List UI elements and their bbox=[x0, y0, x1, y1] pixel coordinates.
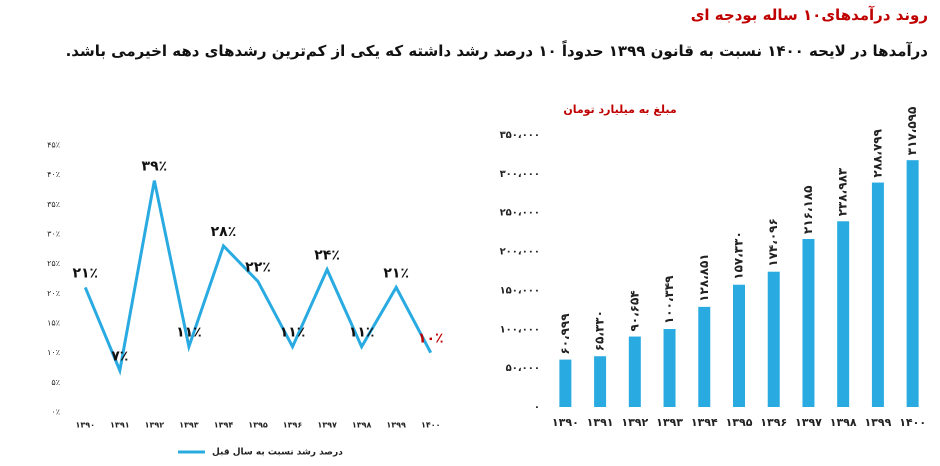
value-label: ۹۰،۶۵۴ bbox=[627, 290, 641, 331]
x-tick-label: ۱۳۹۰ bbox=[76, 421, 96, 430]
x-tick-label: ۱۳۹۸ bbox=[830, 416, 857, 429]
y-tick-label: ۲۵٪ bbox=[47, 259, 60, 268]
y-tick-label: ۱۵٪ bbox=[47, 319, 60, 328]
y-tick-label: ۵۰،۰۰۰ bbox=[506, 363, 540, 374]
y-tick-label: ۲۰٪ bbox=[47, 289, 60, 298]
bar bbox=[559, 359, 572, 407]
x-tick-label: ۱۳۹۴ bbox=[691, 416, 718, 429]
x-tick-label: ۱۳۹۹ bbox=[864, 416, 891, 429]
value-label: ۲۱۶،۱۸۵ bbox=[801, 185, 815, 234]
value-label: ۱۰۰،۳۴۹ bbox=[662, 275, 676, 324]
value-label: ۳۱۷،۵۹۵ bbox=[905, 107, 919, 156]
x-tick-label: ۱۳۹۵ bbox=[248, 421, 268, 430]
line bbox=[83, 180, 433, 376]
bar bbox=[767, 271, 780, 407]
value-label: ۱۱٪ bbox=[176, 325, 202, 341]
value-label: ۶۰،۹۹۹ bbox=[558, 313, 572, 355]
x-tick-label: ۱۳۹۸ bbox=[352, 421, 372, 430]
y-tick-label: ۱۰۰،۰۰۰ bbox=[500, 324, 540, 335]
slide-title: روند درآمدهای۱۰ ساله بودجه ای bbox=[690, 6, 928, 24]
x-tick-label: ۱۳۹۰ bbox=[552, 416, 579, 429]
y-tick-label: ۲۰۰،۰۰۰ bbox=[500, 247, 540, 258]
x-tick-label: ۱۳۹۹ bbox=[386, 421, 406, 430]
value-label: ۲۱٪ bbox=[383, 265, 409, 281]
x-tick-label: ۱۳۹۲ bbox=[145, 421, 165, 430]
value-label: ۱۱٪ bbox=[349, 325, 375, 341]
value-label: ۲۳۸،۹۸۳ bbox=[836, 167, 850, 216]
value-label: ۱۵۷،۳۳۰ bbox=[732, 231, 746, 280]
value-label: ۲۸۸،۷۹۹ bbox=[870, 128, 884, 177]
bar bbox=[698, 306, 711, 407]
x-tick-label: ۱۳۹۶ bbox=[760, 416, 787, 429]
y-tick-label: ۳۵۰،۰۰۰ bbox=[500, 130, 540, 141]
value-label: ۷٪ bbox=[111, 348, 128, 364]
y-tick-label: ۴۵٪ bbox=[47, 141, 60, 150]
value-label: ۱۷۴،۰۹۶ bbox=[766, 218, 780, 267]
value-label: ۲۲٪ bbox=[245, 259, 271, 275]
bar bbox=[594, 356, 607, 407]
value-label: ۶۵،۳۳۰ bbox=[593, 310, 607, 351]
bar bbox=[733, 284, 745, 407]
x-tick-label: ۱۳۹۱ bbox=[110, 421, 130, 430]
y-tick-label: ۰٪ bbox=[51, 408, 60, 417]
x-tick-label: ۱۳۹۶ bbox=[283, 421, 303, 430]
x-tick-label: ۱۴۰۰ bbox=[899, 416, 926, 429]
x-tick-label: ۱۳۹۲ bbox=[621, 416, 648, 429]
chart-title: مبلغ به میلیارد تومان bbox=[563, 103, 676, 116]
y-tick-label: ۳۰۰،۰۰۰ bbox=[500, 169, 540, 180]
y-tick-label: ۱۰٪ bbox=[47, 348, 60, 357]
y-tick-label: ۳۰٪ bbox=[47, 230, 60, 239]
value-label: ۱۲۸،۸۵۱ bbox=[697, 253, 711, 302]
y-tick-label: ۳۵٪ bbox=[47, 200, 60, 209]
bar bbox=[837, 221, 850, 407]
value-label: ۱۱٪ bbox=[280, 325, 306, 341]
x-tick-label: ۱۳۹۷ bbox=[317, 421, 337, 430]
y-tick-label: ۴۰٪ bbox=[47, 170, 60, 179]
value-label: ۳۹٪ bbox=[142, 159, 168, 175]
y-tick-label: ۲۵۰،۰۰۰ bbox=[500, 208, 540, 219]
value-label: ۲۱٪ bbox=[72, 265, 98, 281]
bar bbox=[871, 182, 884, 407]
x-tick-label: ۱۳۹۳ bbox=[179, 421, 199, 430]
x-tick-label: ۱۴۰۰ bbox=[421, 421, 441, 430]
legend-label: درصد رشد نسبت به سال قبل bbox=[212, 448, 343, 458]
value-label: ۲۸٪ bbox=[211, 224, 237, 240]
bar bbox=[906, 160, 919, 407]
x-tick-label: ۱۳۹۴ bbox=[214, 421, 234, 430]
slide-subtitle: درآمدها در لایحه ۱۴۰۰ نسبت به قانون ۱۳۹۹… bbox=[65, 42, 928, 60]
bar bbox=[802, 238, 815, 407]
bar bbox=[628, 336, 641, 407]
x-tick-label: ۱۳۹۱ bbox=[587, 416, 614, 429]
y-tick-label: ۱۵۰،۰۰۰ bbox=[500, 285, 540, 296]
x-tick-label: ۱۳۹۷ bbox=[795, 416, 822, 429]
bar bbox=[663, 329, 676, 407]
x-tick-label: ۱۳۹۵ bbox=[726, 416, 753, 429]
y-tick-label: ۰ bbox=[534, 402, 540, 413]
y-tick-label: ۵٪ bbox=[51, 378, 60, 387]
value-label: ۲۴٪ bbox=[314, 248, 340, 264]
x-tick-label: ۱۳۹۳ bbox=[656, 416, 683, 429]
value-label: ۱۰٪ bbox=[418, 331, 444, 347]
